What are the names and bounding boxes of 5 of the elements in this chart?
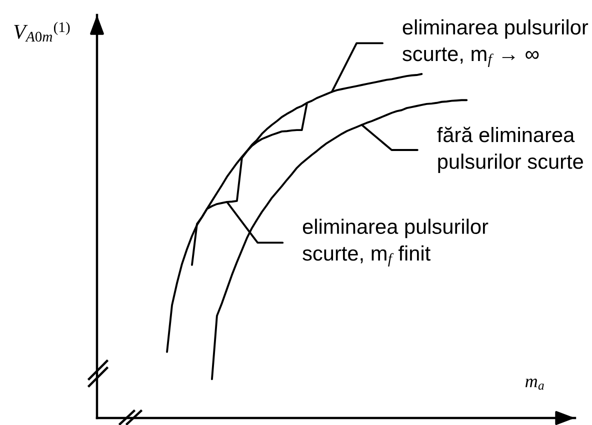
annotation: eliminarea pulsurilor scurte, m$_{f}$ finit — [302, 218, 488, 267]
x-axis-title: m$_{a}$ — [525, 378, 544, 390]
y-axis-title: V$_{A0m}$$^{(1)}$ — [14, 22, 70, 42]
annotation: fără eliminarea pulsurilor scurte — [437, 126, 583, 174]
text: eliminarea pulsurilor scurte, m$_{f}$ → ∞ — [402, 19, 588, 67]
